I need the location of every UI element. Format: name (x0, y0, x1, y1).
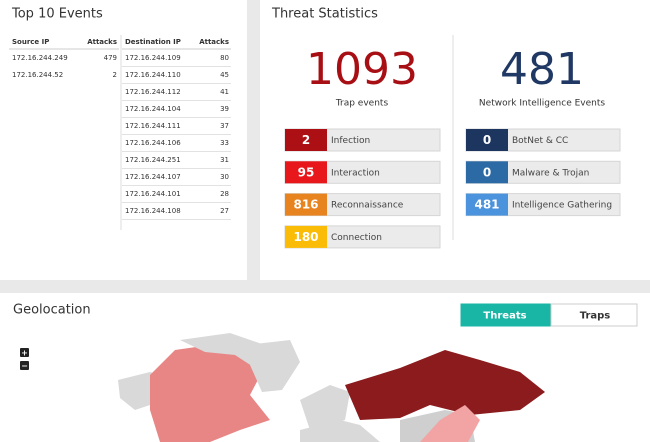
zoom-button[interactable] (20, 361, 29, 370)
count-cell: 31 (220, 156, 229, 164)
count-cell: 39 (220, 105, 229, 113)
count-cell: 33 (220, 139, 229, 147)
item-label: Malware & Trojan (512, 168, 589, 178)
item-label: Interaction (331, 168, 380, 178)
item-label: BotNet & CC (512, 136, 568, 146)
panel-title: Top 10 Events (11, 7, 103, 22)
item-label: Infection (331, 136, 370, 146)
item-value: 0 (483, 133, 491, 147)
ip-cell: 172.16.244.111 (125, 122, 181, 130)
world-map (0, 330, 650, 442)
item-value: 0 (483, 165, 491, 179)
item-value: 2 (302, 133, 310, 147)
item-value: 95 (298, 165, 315, 179)
big-label: Trap events (335, 99, 389, 109)
russia (345, 350, 545, 420)
arctic (180, 333, 265, 368)
europe (300, 420, 380, 442)
item-label: Intelligence Gathering (512, 201, 612, 211)
panel-title: Threat Statistics (271, 7, 378, 22)
ip-cell: 172.16.244.109 (125, 54, 181, 62)
ip-cell: 172.16.244.251 (125, 156, 181, 164)
count-cell: 45 (220, 71, 229, 79)
count-cell: 27 (220, 207, 229, 215)
item-badge (466, 193, 508, 216)
count-cell: 80 (220, 54, 229, 62)
panel-title: Geolocation (13, 303, 91, 318)
count-cell: 30 (220, 173, 229, 181)
item-badge (285, 161, 327, 184)
ip-cell: 172.16.244.104 (125, 105, 181, 113)
greenland (246, 340, 300, 392)
item-value: 481 (474, 198, 499, 212)
column-header: Attacks (87, 38, 117, 46)
scandinavia (300, 385, 350, 430)
item-label: Connection (331, 233, 382, 243)
ip-cell: 172.16.244.107 (125, 173, 181, 181)
zoom-button[interactable] (20, 348, 29, 357)
ip-cell: 172.16.244.108 (125, 207, 181, 215)
column-header: Source IP (12, 38, 49, 46)
big-number: 1093 (306, 44, 418, 95)
count-cell: 41 (220, 88, 229, 96)
ip-cell: 172.16.244.101 (125, 190, 181, 198)
ip-cell: 172.16.244.249 (12, 54, 68, 62)
tab-label[interactable]: Traps (580, 311, 611, 322)
item-badge (285, 129, 327, 151)
item-value: 180 (293, 230, 318, 244)
ip-cell: 172.16.244.110 (125, 71, 181, 79)
big-number: 481 (500, 44, 584, 95)
count-cell: 479 (104, 54, 117, 62)
china (420, 405, 480, 442)
item-value: 816 (293, 198, 318, 212)
item-badge (466, 129, 508, 151)
top10-panel (0, 0, 247, 280)
column-header: Attacks (199, 38, 229, 46)
zoom-label[interactable]: − (21, 362, 28, 371)
ip-cell: 172.16.244.106 (125, 139, 181, 147)
item-badge (285, 225, 327, 248)
item-label: Reconnaissance (331, 201, 404, 211)
item-badge (285, 193, 327, 216)
count-cell: 37 (220, 122, 229, 130)
big-label: Network Intelligence Events (479, 99, 605, 109)
tab-label[interactable]: Threats (483, 311, 526, 322)
canada (150, 345, 270, 442)
count-cell: 28 (220, 190, 229, 198)
count-cell: 2 (113, 71, 117, 79)
zoom-label[interactable]: + (21, 349, 28, 358)
item-badge (466, 161, 508, 184)
column-header: Destination IP (125, 38, 181, 46)
ip-cell: 172.16.244.112 (125, 88, 181, 96)
tab[interactable] (550, 303, 638, 327)
ip-cell: 172.16.244.52 (12, 71, 63, 79)
